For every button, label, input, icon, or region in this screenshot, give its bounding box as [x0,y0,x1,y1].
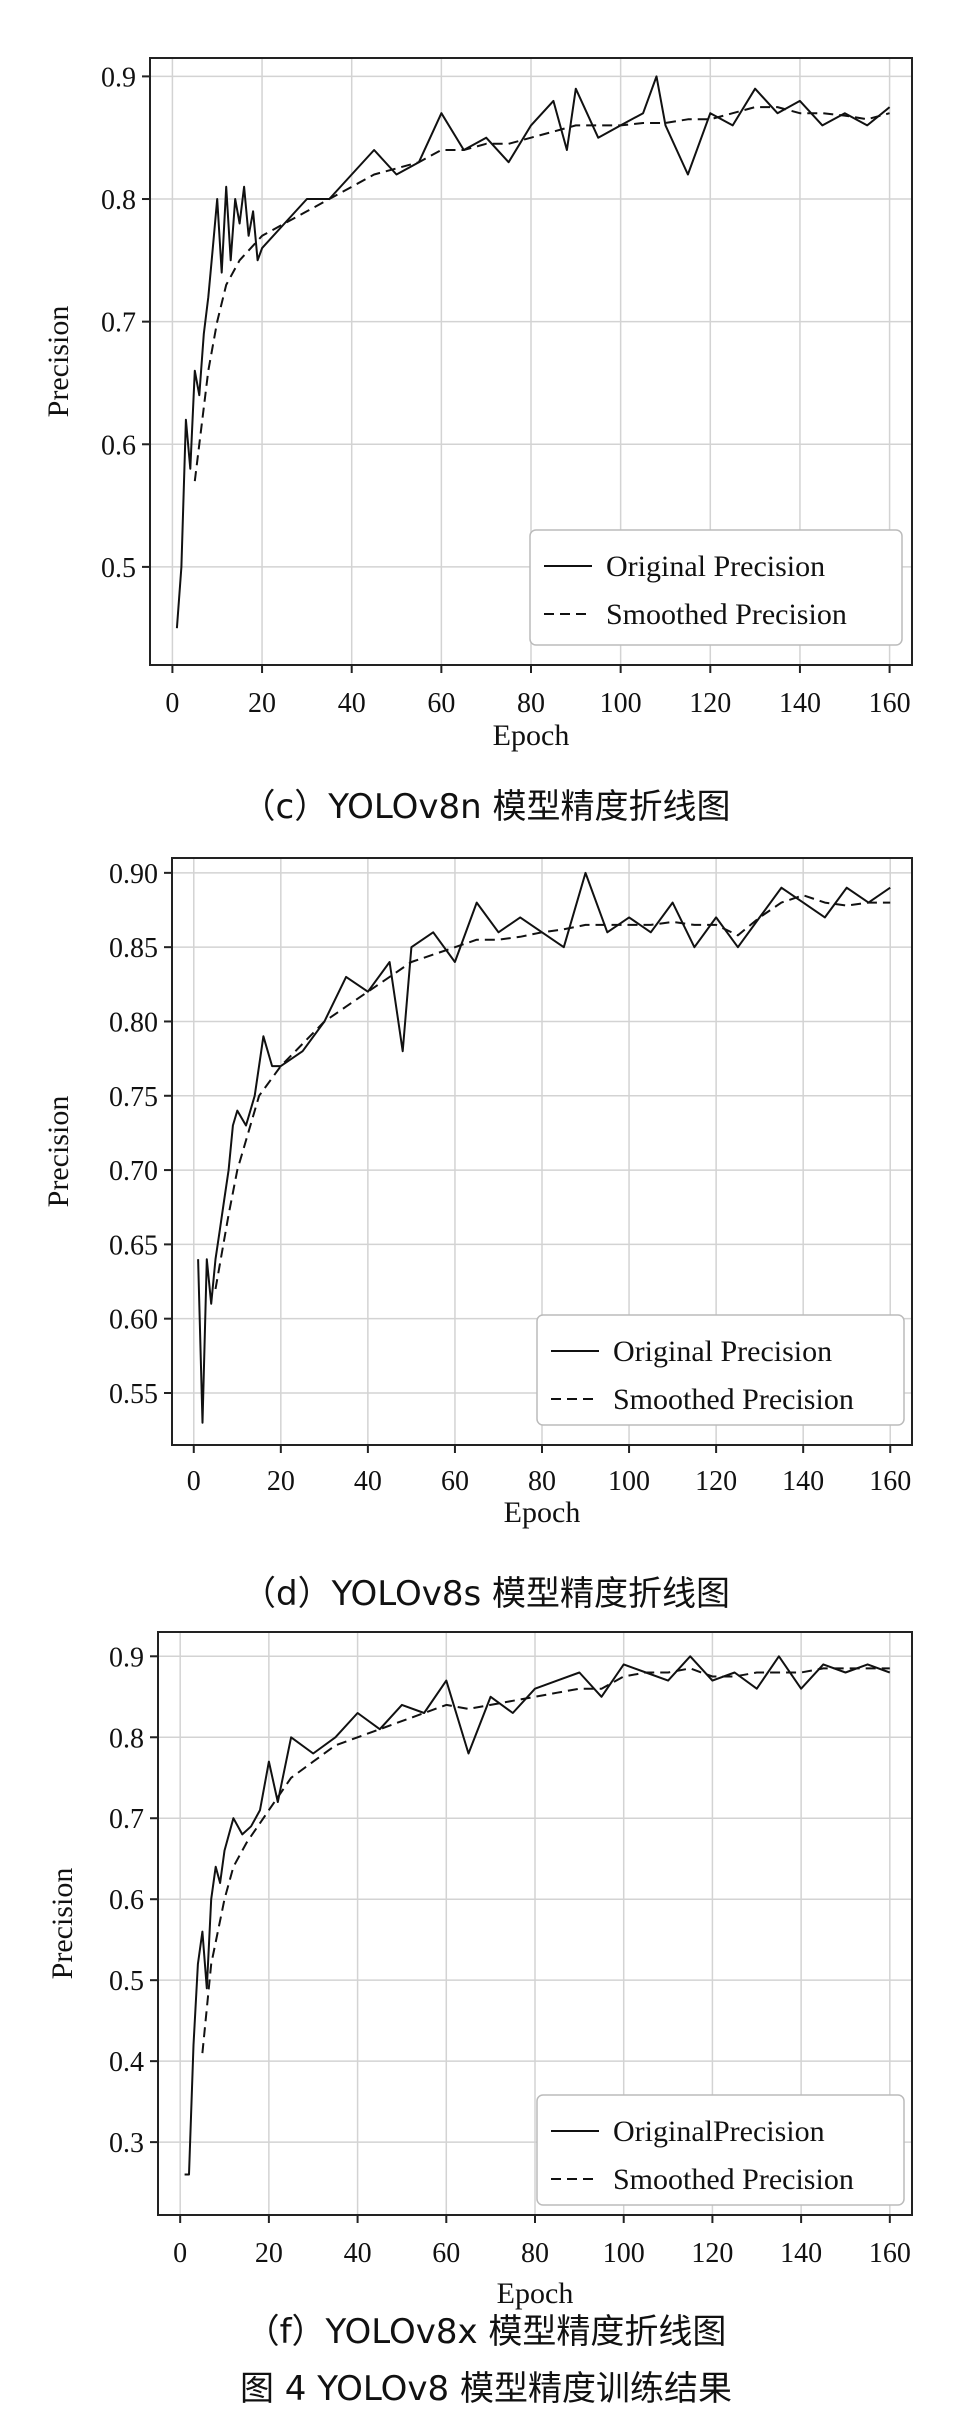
smoothed-precision-line [214,894,891,1290]
caption-yolov8s: （d）YOLOv8s 模型精度折线图 [242,1574,730,1614]
chart-legend: Original Precision Smoothed Precision [529,529,903,646]
y-tick-label: 0.9 [101,62,136,93]
y-tick-label: 0.8 [101,185,136,216]
x-tick-label: 140 [782,1466,824,1497]
x-tick-label: 120 [691,2238,733,2269]
x-tick-label: 40 [344,2238,372,2269]
legend-entry: OriginalPrecision [613,2115,825,2148]
y-tick-label: 0.6 [109,1885,144,1916]
y-tick-label: 0.60 [109,1305,158,1336]
legend-entry: Smoothed Precision [613,2163,854,2196]
x-tick-label: 40 [354,1466,382,1497]
x-tick-label: 60 [432,2238,460,2269]
legend-entry: Smoothed Precision [613,1383,854,1416]
legend-entry: Original Precision [613,1335,832,1368]
x-tick-label: 20 [255,2238,283,2269]
y-tick-label: 0.85 [109,933,158,964]
y-tick-label: 0.3 [109,2128,144,2159]
y-axis-label: Precision [42,1096,75,1208]
x-tick-label: 80 [517,688,545,719]
x-tick-label: 0 [173,2238,187,2269]
original-precision-line [197,871,891,1424]
x-tick-label: 140 [780,2238,822,2269]
original-precision-line [175,75,891,629]
y-tick-label: 0.80 [109,1007,158,1038]
chart-yolov8s-precision: 0 20 40 60 80 100 120 140 160 0.55 0.60 0.65 0.70 0.7… [42,857,913,1529]
x-axis-label: Epoch [504,1496,581,1529]
y-tick-label: 0.55 [109,1379,158,1410]
legend-box [529,529,903,646]
y-axis-label: Precision [46,1868,79,1980]
legend-box [536,1314,905,1426]
legend-box [536,2094,905,2206]
x-tick-label: 100 [603,2238,645,2269]
figure-caption: 图 4 YOLOv8 模型精度训练结果 [240,2369,732,2409]
chart-legend: Original Precision Smoothed Precision [536,1314,905,1426]
chart-yolov8n-precision: 0 20 40 60 80 100 120 140 160 0.5 0.6 0.7 0.8 0.9 Epoc… [42,57,913,752]
x-tick-label: 0 [165,688,179,719]
x-tick-label: 20 [248,688,276,719]
legend-entry: Smoothed Precision [606,598,847,631]
x-axis-label: Epoch [493,719,570,752]
y-axis-label: Precision [42,306,75,418]
y-tick-label: 0.7 [109,1804,144,1835]
y-tick-label: 0.90 [109,859,158,890]
x-tick-label: 160 [869,1466,911,1497]
x-tick-label: 120 [689,688,731,719]
y-tick-label: 0.7 [101,308,136,339]
x-tick-label: 140 [779,688,821,719]
x-tick-label: 60 [441,1466,469,1497]
x-tick-label: 120 [695,1466,737,1497]
x-tick-label: 160 [869,2238,911,2269]
x-tick-label: 0 [187,1466,201,1497]
y-tick-label: 0.70 [109,1156,158,1187]
chart-legend: OriginalPrecision Smoothed Precision [536,2094,905,2206]
y-tick-label: 0.65 [109,1230,158,1261]
y-tick-label: 0.5 [109,1966,144,1997]
x-tick-label: 40 [338,688,366,719]
x-tick-label: 20 [267,1466,295,1497]
caption-yolov8n: （c）YOLOv8n 模型精度折线图 [242,787,731,827]
x-tick-label: 80 [528,1466,556,1497]
smoothed-precision-line [193,106,890,482]
y-tick-label: 0.6 [101,430,136,461]
y-tick-label: 0.4 [109,2047,144,2078]
legend-entry: Original Precision [606,550,825,583]
x-tick-label: 60 [427,688,455,719]
x-tick-label: 80 [521,2238,549,2269]
caption-yolov8x: （f）YOLOv8x 模型精度折线图 [246,2312,727,2352]
x-axis-label: Epoch [497,2277,574,2310]
y-tick-label: 0.8 [109,1723,144,1754]
x-tick-label: 100 [608,1466,650,1497]
smoothed-precision-line [201,1667,890,2054]
x-tick-label: 160 [869,688,911,719]
original-precision-line [184,1655,891,2176]
y-tick-label: 0.9 [109,1642,144,1673]
chart-yolov8x-precision: 0 20 40 60 80 100 120 140 160 0.3 0.4 0.5 0.6 0.7 0.8 0… [46,1631,913,2310]
x-tick-label: 100 [600,688,642,719]
y-tick-label: 0.5 [101,553,136,584]
y-tick-label: 0.75 [109,1082,158,1113]
